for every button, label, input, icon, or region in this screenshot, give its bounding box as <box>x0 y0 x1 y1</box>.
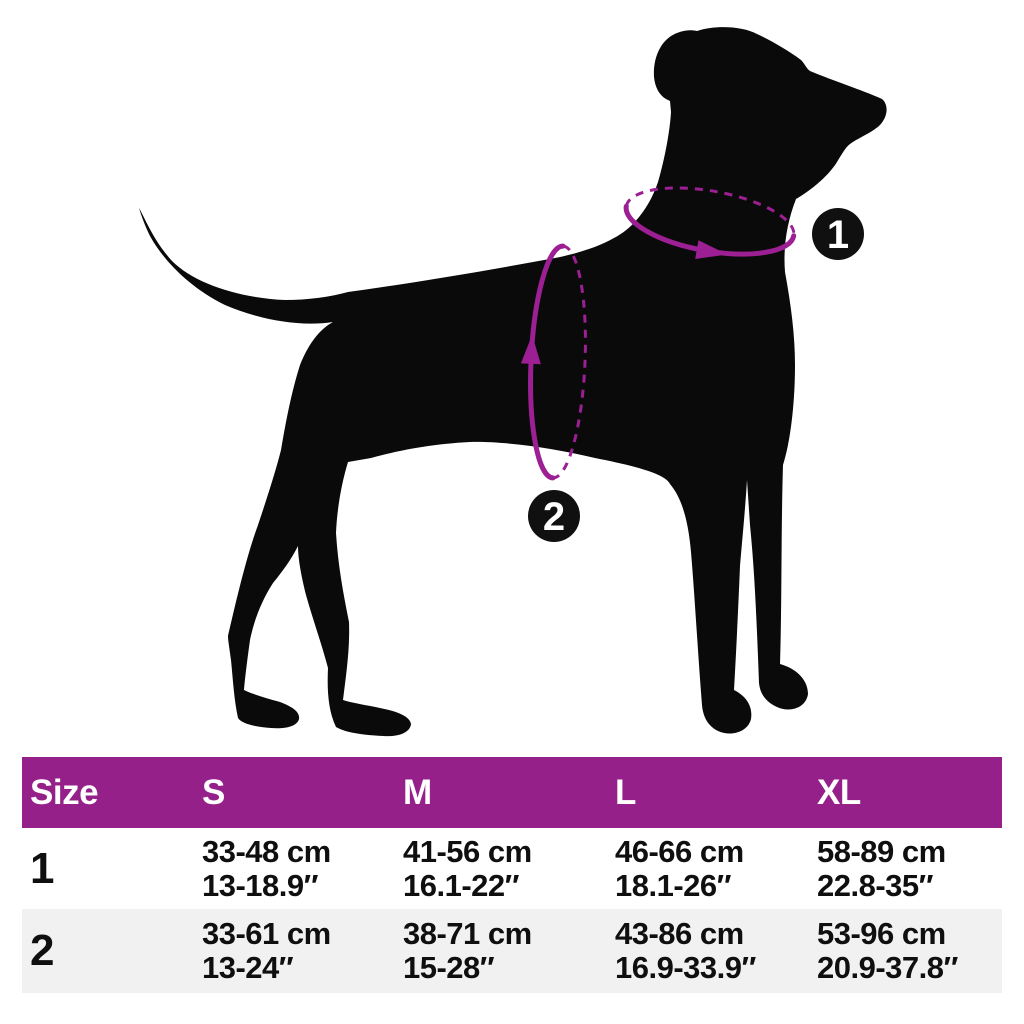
inch-value: 20.9-37.8″ <box>817 950 958 985</box>
header-cell-s: S <box>202 772 225 812</box>
inch-value: 15-28″ <box>403 950 495 985</box>
cm-value: 33-48 cm <box>202 833 331 869</box>
neck-measure-ellipse <box>623 186 797 260</box>
dog-figure-svg: 1 2 <box>139 27 887 737</box>
header-cell-m: M <box>403 772 432 812</box>
table-row-measure-2: 2 33-61 cm 13-24″ 38-71 cm 15-28″ 43-86 … <box>22 909 1002 993</box>
inch-value: 16.9-33.9″ <box>615 950 756 985</box>
header-cell-l: L <box>615 772 636 812</box>
row-1-cell-m: 41-56 cm 16.1-22″ <box>403 828 615 909</box>
marker-1: 1 <box>812 208 864 260</box>
cm-value: 33-61 cm <box>202 916 331 951</box>
marker-1-circle <box>812 208 864 260</box>
cm-value: 43-86 cm <box>615 916 744 951</box>
cm-value: 58-89 cm <box>817 833 946 869</box>
chest-ellipse-dashed-arc <box>552 244 587 480</box>
table-header-row: Size S M L XL <box>22 757 1002 828</box>
inch-value: 16.1-22″ <box>403 867 519 903</box>
cm-value: 46-66 cm <box>615 833 744 869</box>
cm-value: 41-56 cm <box>403 833 532 869</box>
row-2-size-label: 2 <box>30 926 55 975</box>
dog-silhouette-shape <box>139 27 887 737</box>
marker-2: 2 <box>528 490 580 542</box>
cm-value: 53-96 cm <box>817 916 946 951</box>
row-2-cell-xl: 53-96 cm 20.9-37.8″ <box>817 909 1002 993</box>
header-cell-xl: XL <box>817 772 861 812</box>
marker-2-number: 2 <box>543 495 565 539</box>
cm-value: 38-71 cm <box>403 916 532 951</box>
inch-value: 22.8-35″ <box>817 867 933 903</box>
row-2-cell-s: 33-61 cm 13-24″ <box>202 909 403 993</box>
row-2-cell-m: 38-71 cm 15-28″ <box>403 909 615 993</box>
dog-measurement-figure: 1 2 <box>139 27 887 737</box>
inch-value: 13-18.9″ <box>202 867 318 903</box>
inch-value: 13-24″ <box>202 950 294 985</box>
row-1-cell-xl: 58-89 cm 22.8-35″ <box>817 828 1002 909</box>
row-1-size-label: 1 <box>30 843 55 893</box>
chest-measure-ellipse <box>520 243 587 481</box>
chest-arrow-icon <box>520 334 541 365</box>
neck-arrow-icon <box>695 240 728 260</box>
row-2-cell-l: 43-86 cm 16.9-33.9″ <box>615 909 817 993</box>
neck-ellipse-dashed-arc <box>624 186 796 237</box>
row-1-cell-l: 46-66 cm 18.1-26″ <box>615 828 817 909</box>
table-row-measure-1: 1 33-48 cm 13-18.9″ 41-56 cm 16.1-22″ 46… <box>22 828 1002 909</box>
inch-value: 18.1-26″ <box>615 867 731 903</box>
size-chart-table: Size S M L XL 1 33-48 cm 13-18.9″ 41-56 … <box>22 757 1002 993</box>
marker-2-circle <box>528 490 580 542</box>
header-cell-size: Size <box>30 772 99 812</box>
row-1-cell-s: 33-48 cm 13-18.9″ <box>202 828 403 909</box>
marker-1-number: 1 <box>827 213 849 257</box>
